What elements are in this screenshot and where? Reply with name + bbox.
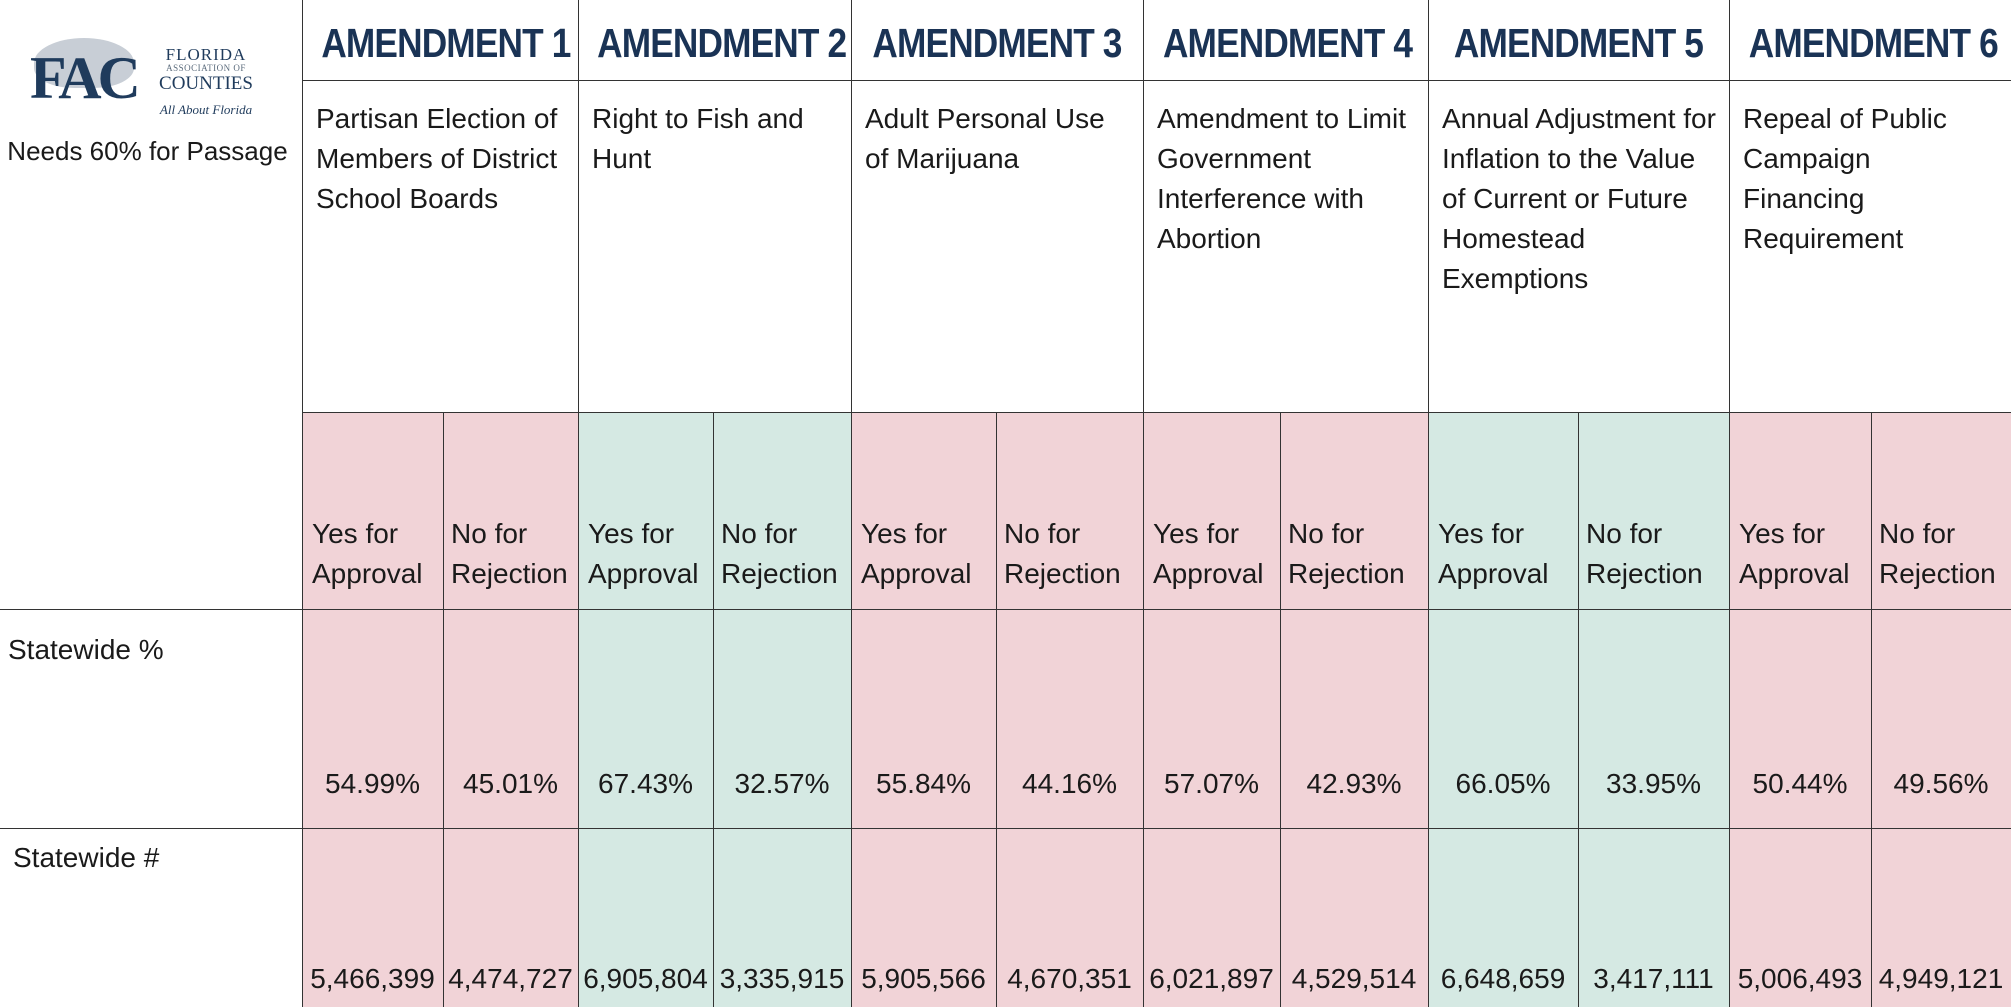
- title-divider: [302, 80, 2011, 81]
- amendment-title: AMENDMENT 4: [1162, 20, 1413, 66]
- no-for-rejection-label: No for Rejection: [1879, 518, 1996, 589]
- yes-percent: 54.99%: [325, 768, 420, 799]
- column-border: [1428, 0, 1429, 1007]
- no-vote-count: 4,949,121: [1878, 963, 2004, 994]
- column-split-line: [996, 412, 997, 1007]
- no-column-fill: [713, 412, 851, 1007]
- yes-vote-count: 6,021,897: [1149, 963, 1274, 994]
- no-column-fill: [1871, 412, 2011, 1007]
- amendment-title: AMENDMENT 1: [321, 20, 571, 66]
- no-percent: 44.16%: [1022, 768, 1117, 799]
- yes-column-fill: [578, 412, 713, 1007]
- percent-row-divider: [0, 609, 2011, 610]
- column-split-line: [1578, 412, 1579, 1007]
- yes-for-approval-label: Yes for Approval: [1739, 518, 1850, 589]
- amendment-title: AMENDMENT 2: [597, 20, 847, 66]
- amendment-description: Amendment to Limit Government Interferen…: [1157, 103, 1406, 254]
- no-percent: 49.56%: [1893, 768, 1989, 799]
- yes-for-approval-label: Yes for Approval: [1438, 518, 1549, 589]
- no-vote-count: 4,474,727: [448, 963, 573, 994]
- yes-vote-count: 5,466,399: [310, 963, 435, 994]
- amendment-title: AMENDMENT 6: [1748, 20, 1999, 66]
- no-vote-count: 4,529,514: [1291, 963, 1417, 994]
- amendment-description: Partisan Election of Members of District…: [316, 103, 558, 214]
- logo-tagline: All About Florida: [159, 102, 253, 117]
- no-for-rejection-label: No for Rejection: [1004, 518, 1121, 589]
- logo-wordmark: FLORIDA ASSOCIATION OF COUNTIES: [150, 46, 262, 93]
- yes-column-fill: [1428, 412, 1578, 1007]
- yes-column-fill: [851, 412, 996, 1007]
- amendment-description: Right to Fish and Hunt: [592, 103, 804, 174]
- column-split-line: [443, 412, 444, 1007]
- amendment-title: AMENDMENT 3: [872, 20, 1122, 66]
- column-split-line: [713, 412, 714, 1007]
- yes-column-fill: [1729, 412, 1871, 1007]
- no-column-fill: [996, 412, 1143, 1007]
- fac-logo: FAC FLORIDA ASSOCIATION OF COUNTIES All …: [0, 0, 302, 200]
- yes-column-fill: [1143, 412, 1280, 1007]
- yes-percent: 55.84%: [876, 768, 971, 799]
- yes-vote-count: 6,648,659: [1440, 963, 1566, 994]
- yes-percent: 66.05%: [1455, 768, 1551, 799]
- no-column-fill: [1280, 412, 1428, 1007]
- amendment-title: AMENDMENT 5: [1453, 20, 1704, 66]
- no-percent: 33.95%: [1606, 768, 1701, 799]
- yes-percent: 57.07%: [1164, 768, 1259, 799]
- logo-line-3: COUNTIES: [159, 73, 253, 94]
- column-border: [851, 0, 852, 1007]
- logo-line-1: FLORIDA: [165, 45, 247, 64]
- no-percent: 45.01%: [463, 768, 558, 799]
- count-row-divider: [0, 828, 2011, 829]
- no-vote-count: 3,335,915: [719, 963, 845, 994]
- yes-percent: 67.43%: [598, 768, 693, 799]
- no-vote-count: 4,670,351: [1007, 963, 1132, 994]
- amendment-description: Annual Adjustment for Inflation to the V…: [1442, 103, 1716, 294]
- no-vote-count: 3,417,111: [1593, 963, 1714, 994]
- column-border: [1729, 0, 1730, 1007]
- amendment-description: Repeal of Public Campaign Financing Requ…: [1743, 103, 1947, 254]
- yes-column-fill: [302, 412, 443, 1007]
- yes-vote-count: 6,905,804: [583, 963, 708, 994]
- yes-for-approval-label: Yes for Approval: [1153, 518, 1264, 589]
- column-border: [578, 0, 579, 1007]
- passage-threshold-note: Needs 60% for Passage: [7, 136, 288, 166]
- no-for-rejection-label: No for Rejection: [1586, 518, 1703, 589]
- amendment-description: Adult Personal Use of Marijuana: [865, 103, 1105, 174]
- logo-mark: FAC: [30, 45, 141, 111]
- description-divider: [302, 412, 2011, 413]
- no-for-rejection-label: No for Rejection: [721, 518, 838, 589]
- row-label-statewide-percent: Statewide %: [8, 634, 164, 665]
- row-label-statewide-count: Statewide #: [13, 842, 160, 873]
- yes-for-approval-label: Yes for Approval: [312, 518, 423, 589]
- column-border: [1143, 0, 1144, 1007]
- no-for-rejection-label: No for Rejection: [451, 518, 568, 589]
- yes-for-approval-label: Yes for Approval: [588, 518, 699, 589]
- yes-percent: 50.44%: [1752, 768, 1848, 799]
- column-split-line: [1871, 412, 1872, 1007]
- no-column-fill: [1578, 412, 1729, 1007]
- yes-vote-count: 5,905,566: [861, 963, 986, 994]
- column-split-line: [1280, 412, 1281, 1007]
- yes-for-approval-label: Yes for Approval: [861, 518, 972, 589]
- no-percent: 42.93%: [1306, 768, 1402, 799]
- no-column-fill: [443, 412, 578, 1007]
- no-for-rejection-label: No for Rejection: [1288, 518, 1405, 589]
- no-percent: 32.57%: [734, 768, 830, 799]
- column-border: [302, 0, 303, 1007]
- logo-line-2: ASSOCIATION OF: [166, 63, 246, 73]
- yes-vote-count: 5,006,493: [1737, 963, 1863, 994]
